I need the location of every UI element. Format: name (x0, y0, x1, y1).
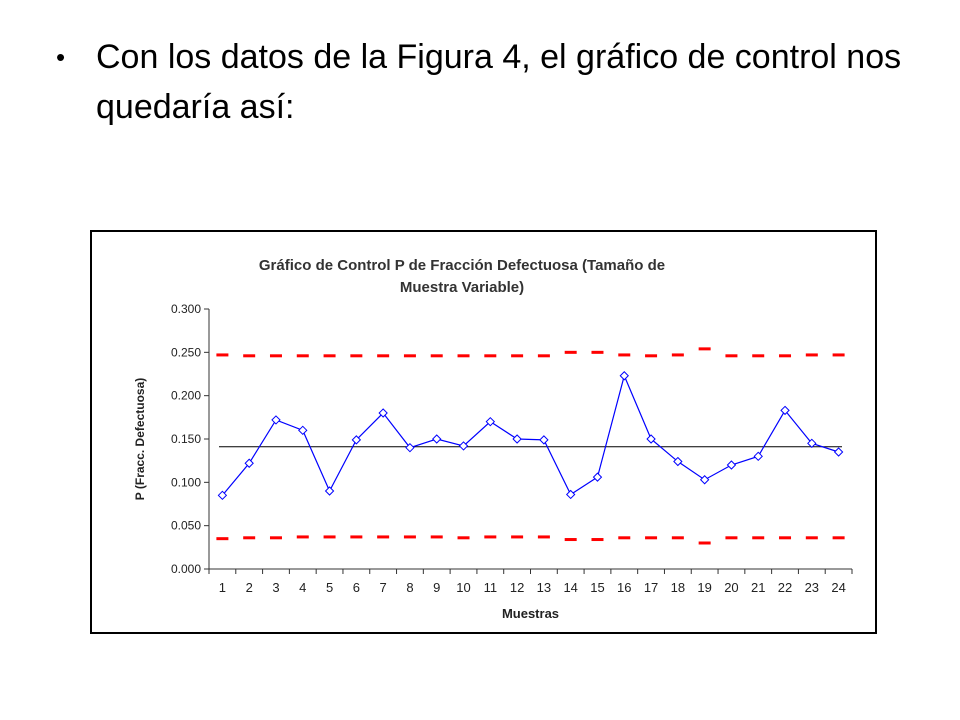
x-tick-label: 12 (510, 580, 524, 595)
chart-title-line2: Muestra Variable) (400, 279, 524, 296)
bullet-glyph: • (56, 42, 66, 72)
x-tick-label: 1 (219, 580, 226, 595)
x-tick-label: 6 (353, 580, 360, 595)
data-point (646, 434, 656, 444)
data-point (324, 486, 335, 496)
y-tick-label: 0.050 (171, 519, 201, 533)
y-tick-label: 0.000 (171, 562, 201, 576)
x-tick-label: 9 (433, 580, 440, 595)
data-point (271, 415, 281, 425)
data-point (592, 472, 603, 482)
y-tick-label: 0.200 (171, 389, 201, 403)
x-tick-label: 23 (805, 580, 819, 595)
data-point (432, 434, 442, 444)
x-tick-label: 8 (406, 580, 413, 595)
y-axis-label: P (Fracc. Defectuosa) (133, 378, 147, 501)
data-point (298, 425, 308, 436)
x-tick-label: 3 (272, 580, 279, 595)
x-tick-label: 19 (697, 580, 711, 595)
data-point (726, 460, 737, 470)
data-point (458, 441, 469, 451)
data-point (565, 489, 576, 500)
data-point (512, 434, 522, 444)
x-tick-label: 15 (590, 580, 604, 595)
x-tick-label: 11 (484, 580, 498, 595)
x-tick-label: 14 (563, 580, 577, 595)
x-axis-label: Muestras (502, 606, 559, 621)
x-tick-label: 13 (537, 580, 551, 595)
x-tick-label: 7 (380, 580, 387, 595)
x-tick-label: 22 (778, 580, 792, 595)
data-point (351, 435, 362, 445)
x-tick-label: 16 (617, 580, 631, 595)
data-point (833, 447, 844, 457)
data-point (378, 408, 388, 418)
x-tick-label: 18 (671, 580, 685, 595)
data-point (673, 456, 683, 467)
data-point (485, 416, 496, 427)
data-point (217, 490, 228, 501)
data-point (780, 405, 790, 416)
data-point (405, 442, 415, 453)
data-point (619, 371, 629, 381)
chart-title-line1: Gráfico de Control P de Fracción Defectu… (259, 257, 665, 274)
x-tick-label: 24 (831, 580, 845, 595)
chart-frame: Gráfico de Control P de Fracción Defectu… (90, 230, 877, 634)
y-tick-label: 0.250 (171, 345, 201, 359)
x-tick-label: 20 (724, 580, 738, 595)
x-tick-label: 4 (299, 580, 306, 595)
x-tick-label: 5 (326, 580, 333, 595)
fraction-defective-line (221, 373, 839, 496)
x-tick-label: 2 (246, 580, 253, 595)
data-point (753, 451, 763, 462)
x-tick-label: 10 (456, 580, 470, 595)
data-point (807, 438, 817, 449)
control-chart: Gráfico de Control P de Fracción Defectu… (133, 257, 853, 621)
y-tick-label: 0.150 (171, 432, 201, 446)
y-tick-label: 0.100 (171, 475, 201, 489)
y-tick-label: 0.300 (171, 302, 201, 316)
data-point (699, 475, 710, 485)
bullet-text: Con los datos de la Figura 4, el gráfico… (96, 38, 902, 126)
data-point (539, 435, 549, 445)
x-tick-label: 21 (751, 580, 765, 595)
data-point (244, 458, 254, 468)
x-tick-label: 17 (644, 580, 658, 595)
bullet-item: • Con los datos de la Figura 4, el gráfi… (56, 32, 916, 132)
